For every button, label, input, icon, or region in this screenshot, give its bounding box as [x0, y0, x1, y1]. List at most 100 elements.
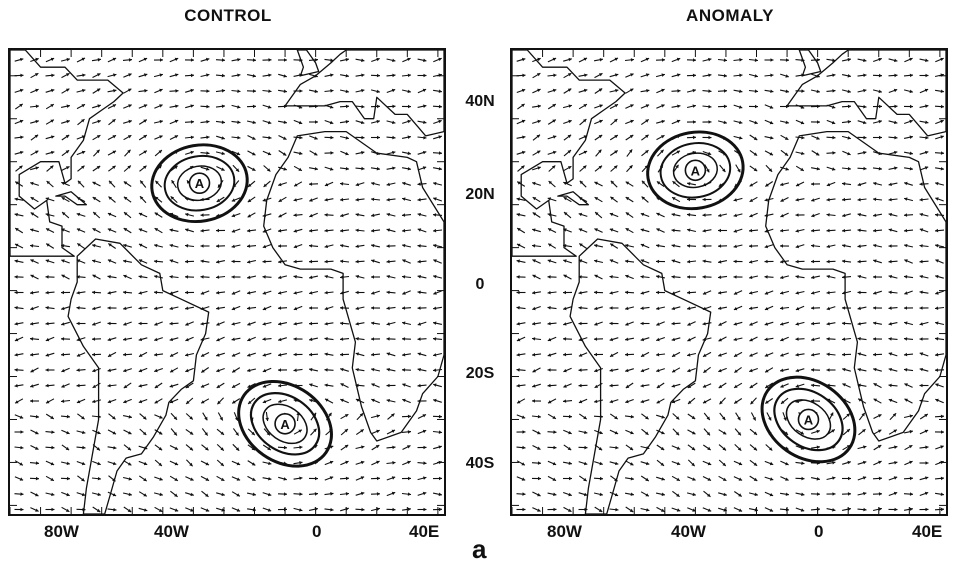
- wind-arrowhead: [123, 337, 127, 341]
- wind-arrowhead: [376, 492, 380, 496]
- wind-arrowhead: [687, 368, 691, 373]
- wind-arrowhead: [50, 165, 54, 169]
- wind-arrowhead: [433, 243, 437, 248]
- contour-2: [262, 403, 308, 445]
- wind-arrowhead: [423, 507, 427, 512]
- wind-arrowhead: [769, 105, 774, 109]
- wind-arrowhead: [675, 431, 680, 436]
- wind-arrowhead: [800, 167, 804, 171]
- wind-arrowhead: [594, 274, 598, 278]
- wind-arrowhead: [842, 367, 846, 372]
- wind-arrowhead: [127, 447, 131, 451]
- wind-arrowhead: [706, 431, 710, 436]
- wind-arrowhead: [811, 306, 815, 310]
- wind-arrowhead: [687, 338, 691, 342]
- wind-arrowhead: [625, 212, 630, 216]
- wind-arrowhead: [563, 274, 567, 278]
- wind-arrowhead: [532, 352, 536, 357]
- lon-label-40e-control: 40E: [409, 522, 440, 541]
- wind-arrowhead: [330, 507, 334, 512]
- wind-arrowhead: [402, 259, 406, 263]
- wind-arrowhead: [35, 461, 39, 465]
- wind-arrowhead: [50, 119, 54, 123]
- wind-arrowhead: [267, 151, 272, 156]
- wind-arrowhead: [97, 58, 101, 62]
- wind-arrowhead: [692, 477, 696, 481]
- wind-arrowhead: [190, 477, 194, 481]
- wind-arrowhead: [594, 259, 598, 263]
- wind-arrowhead: [909, 135, 913, 139]
- wind-arrowhead: [765, 183, 769, 187]
- wind-arrowhead: [661, 415, 665, 419]
- wind-arrowhead: [811, 228, 815, 233]
- wind-arrowhead: [355, 213, 359, 217]
- wind-arrowhead: [361, 104, 365, 109]
- wind-arrowhead: [231, 291, 236, 295]
- wind-arrowhead: [402, 243, 406, 248]
- wind-arrowhead: [324, 383, 328, 387]
- wind-arrowhead: [516, 353, 520, 357]
- wind-arrowhead: [516, 338, 521, 342]
- wind-arrowhead: [563, 322, 567, 326]
- wind-arrowhead: [640, 259, 645, 263]
- wind-arrowhead: [863, 104, 867, 109]
- wind-arrowhead: [170, 369, 174, 373]
- wind-arrowhead: [583, 88, 588, 93]
- wind-arrowhead: [904, 275, 908, 279]
- wind-arrowhead: [687, 290, 691, 295]
- wind-arrowhead: [76, 400, 81, 404]
- wind-arrowhead: [355, 337, 359, 341]
- wind-arrowhead: [563, 368, 567, 373]
- contour-2: [672, 152, 718, 189]
- wind-arrowhead: [189, 447, 193, 451]
- wind-arrowhead: [676, 477, 680, 481]
- wind-arrowhead: [738, 105, 743, 109]
- wind-arrowhead: [749, 306, 753, 310]
- wind-arrowhead: [433, 213, 437, 217]
- wind-arrowhead: [910, 104, 913, 109]
- wind-arrowhead: [661, 492, 665, 497]
- wind-arrowhead: [718, 244, 722, 248]
- wind-arrowhead: [15, 181, 19, 185]
- wind-arrowhead: [216, 260, 220, 264]
- wind-arrowhead: [247, 244, 251, 248]
- wind-arrowhead: [221, 492, 225, 497]
- wind-arrowhead: [687, 384, 692, 388]
- wind-arrowhead: [935, 337, 939, 341]
- wind-arrowhead: [123, 322, 127, 326]
- wind-arrowhead: [340, 352, 344, 357]
- wind-arrowhead: [645, 477, 649, 481]
- wind-arrowhead: [780, 353, 784, 357]
- wind-arrowhead: [723, 492, 727, 497]
- wind-arrowhead: [888, 228, 892, 232]
- wind-arrowhead: [65, 150, 70, 154]
- wind-arrowhead: [718, 275, 722, 279]
- wind-arrowhead: [595, 212, 599, 216]
- wind-arrowhead: [863, 166, 867, 171]
- wind-arrowhead: [283, 120, 287, 124]
- wind-arrowhead: [200, 384, 205, 388]
- lat-label-40s: 40S: [465, 455, 495, 472]
- wind-arrowhead: [909, 151, 913, 156]
- wind-arrowhead: [61, 181, 65, 186]
- wind-arrowhead: [376, 414, 380, 418]
- wind-arrowhead: [785, 492, 789, 496]
- wind-arrowhead: [847, 152, 851, 156]
- wind-arrowhead: [583, 57, 587, 61]
- wind-arrowhead: [30, 274, 34, 278]
- wind-arrowhead: [97, 431, 101, 435]
- wind-arrowhead: [216, 353, 220, 357]
- wind-arrowhead: [832, 135, 836, 140]
- wind-arrowhead: [293, 198, 297, 202]
- wind-arrowhead: [407, 135, 411, 139]
- wind-arrowhead: [904, 181, 908, 186]
- wind-arrowhead: [376, 507, 380, 511]
- wind-arrowhead: [583, 104, 587, 108]
- wind-arrowhead: [50, 88, 55, 93]
- wind-arrowhead: [386, 259, 390, 264]
- wind-arrowhead: [672, 369, 676, 373]
- wind-arrowhead: [826, 337, 830, 341]
- wind-arrowhead: [873, 337, 876, 341]
- wind-arrowhead: [832, 151, 836, 155]
- wind-arrowhead: [552, 150, 557, 155]
